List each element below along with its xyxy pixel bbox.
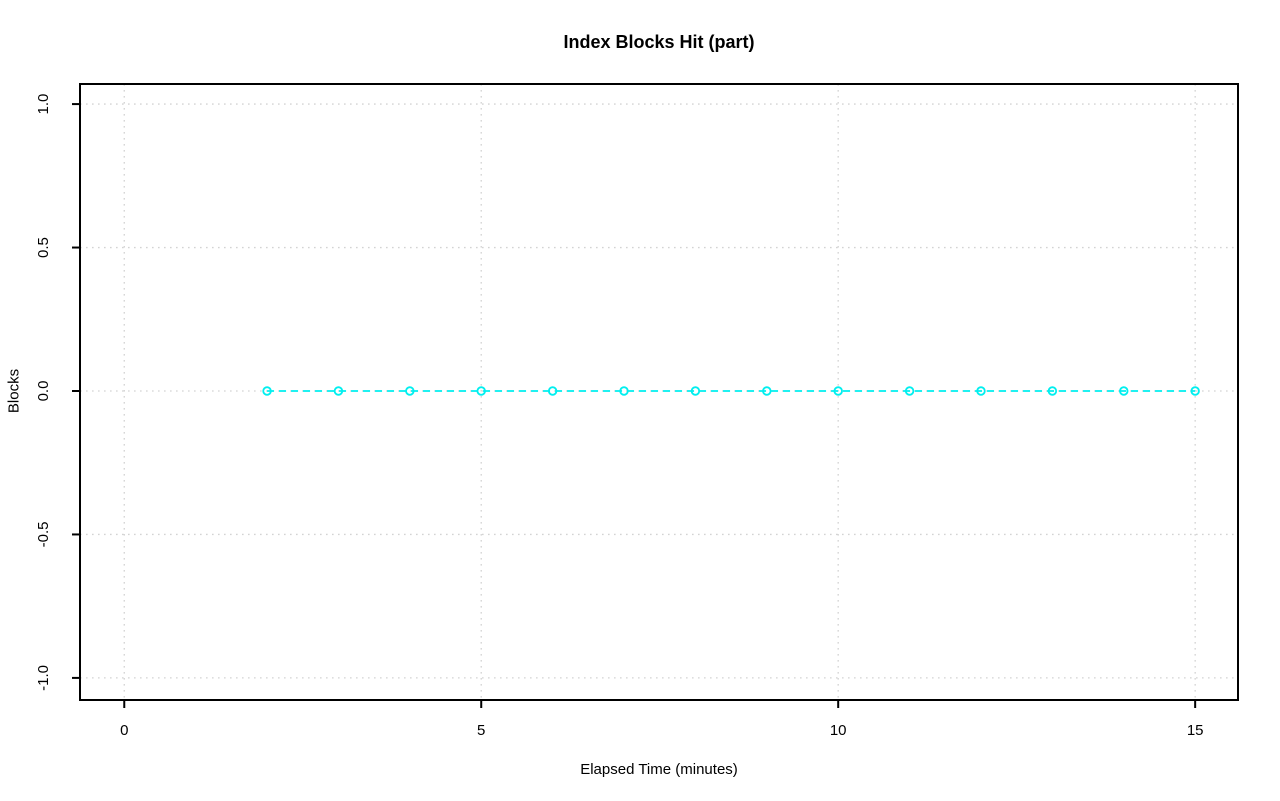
x-axis-tick-label: 15 <box>1187 722 1204 739</box>
data-point <box>405 386 415 396</box>
data-point <box>904 386 915 396</box>
x-axis-tick-label: 5 <box>477 722 485 739</box>
data-point <box>1119 386 1129 396</box>
data-point <box>262 386 272 396</box>
plot-border <box>79 83 1239 701</box>
y-axis-title: Blocks <box>5 368 23 414</box>
y-axis-tick-label: 1.0 <box>35 94 52 115</box>
x-axis-tick-label: 0 <box>120 722 128 739</box>
y-axis-tick-label: 0.0 <box>35 381 52 402</box>
data-point <box>333 386 344 396</box>
data-point <box>690 386 701 396</box>
data-point <box>762 386 772 396</box>
data-point <box>976 386 986 396</box>
data-point <box>619 386 629 396</box>
data-point <box>1047 386 1058 396</box>
y-axis-tick-label: -0.5 <box>35 522 52 548</box>
x-axis-title: Elapsed Time (minutes) <box>580 761 738 778</box>
data-point <box>1190 386 1200 396</box>
data-point <box>547 386 558 396</box>
y-axis-tick-label: 0.5 <box>35 237 52 258</box>
x-axis-tick-label: 10 <box>830 722 847 739</box>
data-point <box>476 386 486 396</box>
y-axis-tick-label: -1.0 <box>35 665 52 691</box>
data-point <box>833 386 843 396</box>
chart-title: Index Blocks Hit (part) <box>563 32 755 52</box>
